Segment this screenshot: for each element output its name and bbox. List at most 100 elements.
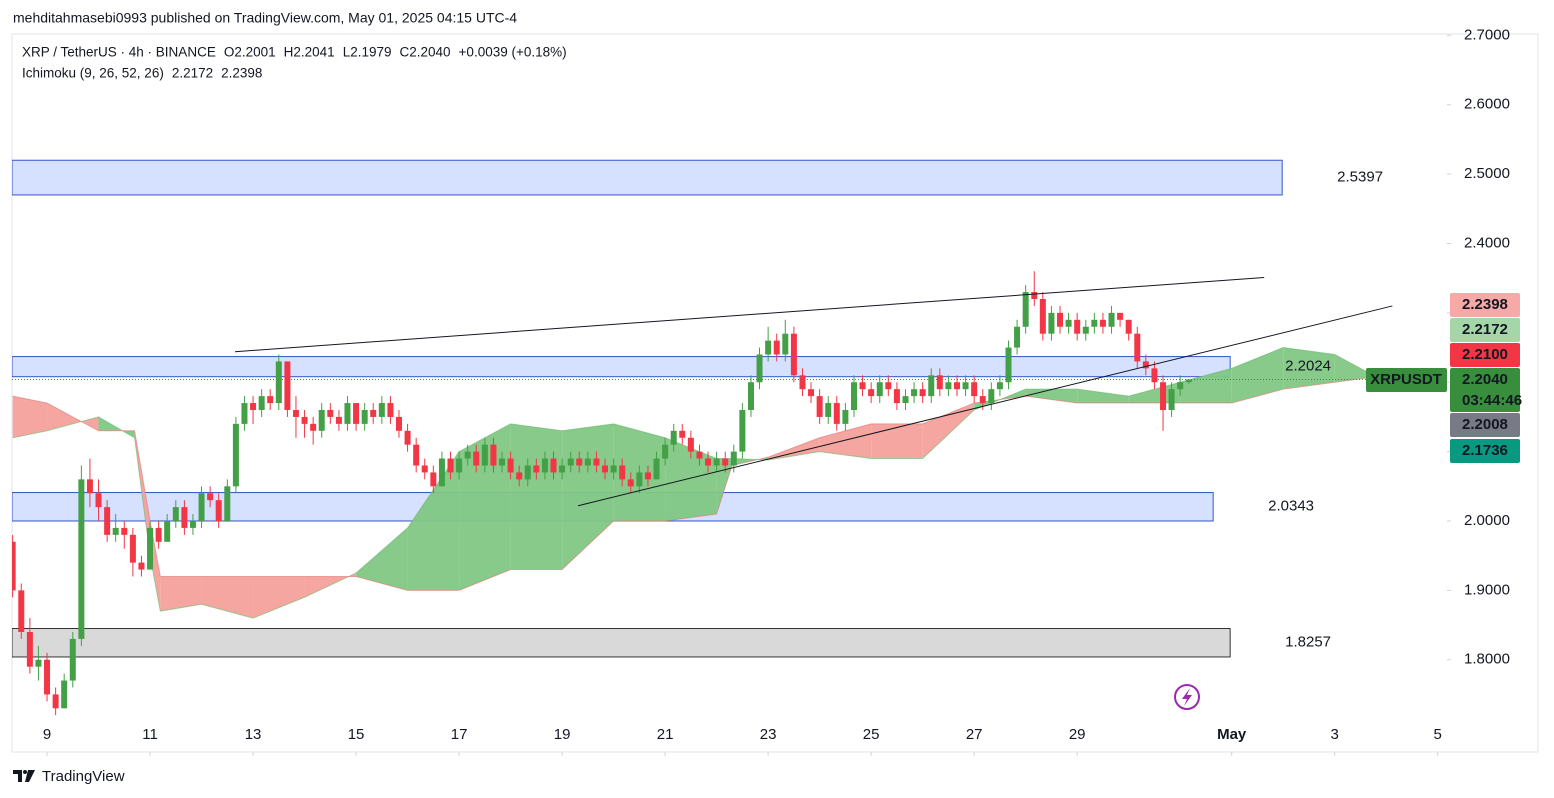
x-tick-label: 11 bbox=[142, 726, 158, 743]
zone bbox=[12, 159, 1283, 196]
x-tick-label: 13 bbox=[245, 726, 262, 743]
candle-body bbox=[739, 409, 746, 452]
cloud-segment bbox=[922, 403, 975, 459]
price-label: 2.2398 bbox=[1462, 296, 1508, 313]
candle-body bbox=[224, 486, 231, 521]
candle-body bbox=[430, 472, 437, 487]
candle-body bbox=[533, 465, 540, 473]
candle-body bbox=[258, 396, 265, 410]
candle-body bbox=[395, 416, 402, 431]
cloud-segment bbox=[1025, 389, 1078, 404]
candle-body bbox=[687, 437, 694, 452]
cloud-segment bbox=[201, 576, 254, 619]
y-tick-label: 2.6000 bbox=[1464, 96, 1510, 113]
cloud-segment bbox=[1180, 368, 1232, 404]
cloud-segment bbox=[716, 458, 733, 515]
cloud-segment bbox=[510, 423, 563, 570]
candle-body bbox=[1160, 382, 1167, 410]
countdown: 03:44:46 bbox=[1462, 392, 1522, 409]
x-tick-label: 17 bbox=[451, 726, 468, 743]
candle-body bbox=[447, 458, 454, 473]
candle-body bbox=[859, 382, 866, 390]
candle-body bbox=[1082, 326, 1089, 334]
candle-body bbox=[962, 382, 969, 390]
candle-body bbox=[267, 396, 274, 404]
x-tick-label: 23 bbox=[760, 726, 777, 743]
candle-body bbox=[292, 409, 299, 417]
candle-body bbox=[747, 382, 754, 410]
candle-body bbox=[1091, 319, 1098, 327]
candle-body bbox=[112, 527, 119, 535]
legend-text: 2.2398 bbox=[221, 66, 262, 81]
candle-body bbox=[567, 458, 574, 466]
candle-body bbox=[26, 631, 33, 667]
candle-body bbox=[1099, 319, 1106, 327]
candle-body bbox=[936, 375, 943, 390]
candle-body bbox=[833, 403, 840, 424]
candle-body bbox=[1057, 312, 1064, 327]
candle-body bbox=[413, 444, 420, 466]
cloud-segment bbox=[871, 423, 923, 459]
candle-body bbox=[610, 465, 617, 473]
candle-body bbox=[18, 590, 25, 632]
zone-label: 2.2024 bbox=[1285, 358, 1331, 375]
candle-body bbox=[722, 458, 729, 466]
x-tick-label: 25 bbox=[863, 726, 880, 743]
candle-body bbox=[12, 541, 16, 591]
price-label-bg bbox=[1450, 293, 1520, 317]
candle-body bbox=[1151, 368, 1158, 383]
x-tick-label: 21 bbox=[657, 726, 674, 743]
candle-body bbox=[284, 361, 291, 410]
price-label: 2.2008 bbox=[1462, 416, 1508, 433]
price-label-bg bbox=[1450, 439, 1520, 463]
candle-body bbox=[438, 458, 445, 487]
legend-text: 2.2001 bbox=[234, 45, 275, 60]
candle-body bbox=[104, 507, 111, 535]
candle-body bbox=[816, 396, 823, 417]
candle-body bbox=[730, 451, 737, 466]
price-label-bg bbox=[1450, 368, 1520, 412]
candle-body bbox=[679, 430, 686, 438]
plot-area bbox=[12, 159, 1447, 716]
candle-body bbox=[370, 409, 377, 417]
candle-body bbox=[979, 396, 986, 404]
trend-line bbox=[577, 305, 1393, 507]
candle-body bbox=[1074, 319, 1081, 334]
candle-body bbox=[1185, 379, 1192, 383]
candle-body bbox=[318, 409, 325, 431]
y-tick-label: 2.4000 bbox=[1464, 234, 1510, 251]
candle-body bbox=[215, 500, 222, 521]
candle-body bbox=[670, 430, 677, 445]
candle-body bbox=[584, 458, 591, 466]
candle-body bbox=[207, 493, 214, 501]
candle-body bbox=[790, 333, 797, 376]
candle-body bbox=[378, 403, 385, 417]
candle-body bbox=[473, 451, 480, 466]
candle-body bbox=[138, 562, 145, 570]
candle-body bbox=[516, 472, 523, 480]
candle-body bbox=[69, 638, 76, 681]
candle-body bbox=[421, 465, 428, 473]
candle-body bbox=[189, 520, 196, 528]
axes: 1.80001.90002.00002.10002.20002.30002.40… bbox=[43, 26, 1522, 756]
candle-body bbox=[490, 444, 497, 466]
cloud-segment bbox=[1077, 389, 1129, 404]
frame bbox=[11, 33, 1539, 753]
cloud-segment bbox=[562, 423, 614, 570]
cloud-segment bbox=[160, 576, 202, 612]
price-label: 2.2100 bbox=[1462, 346, 1508, 363]
candle-body bbox=[361, 409, 368, 424]
candle-body bbox=[954, 382, 961, 390]
cloud-segment bbox=[665, 437, 717, 521]
candle-body bbox=[756, 354, 763, 383]
candle-body bbox=[61, 680, 68, 709]
footer-brand: TradingView bbox=[42, 768, 125, 785]
legend-text: XRP / TetherUS · 4h · BINANCE bbox=[22, 45, 216, 60]
cloud-segment bbox=[407, 451, 460, 591]
x-tick-label: 9 bbox=[43, 726, 51, 743]
candle-body bbox=[344, 403, 351, 424]
zone-label: 2.5397 bbox=[1337, 169, 1383, 186]
candle-body bbox=[1005, 347, 1012, 383]
